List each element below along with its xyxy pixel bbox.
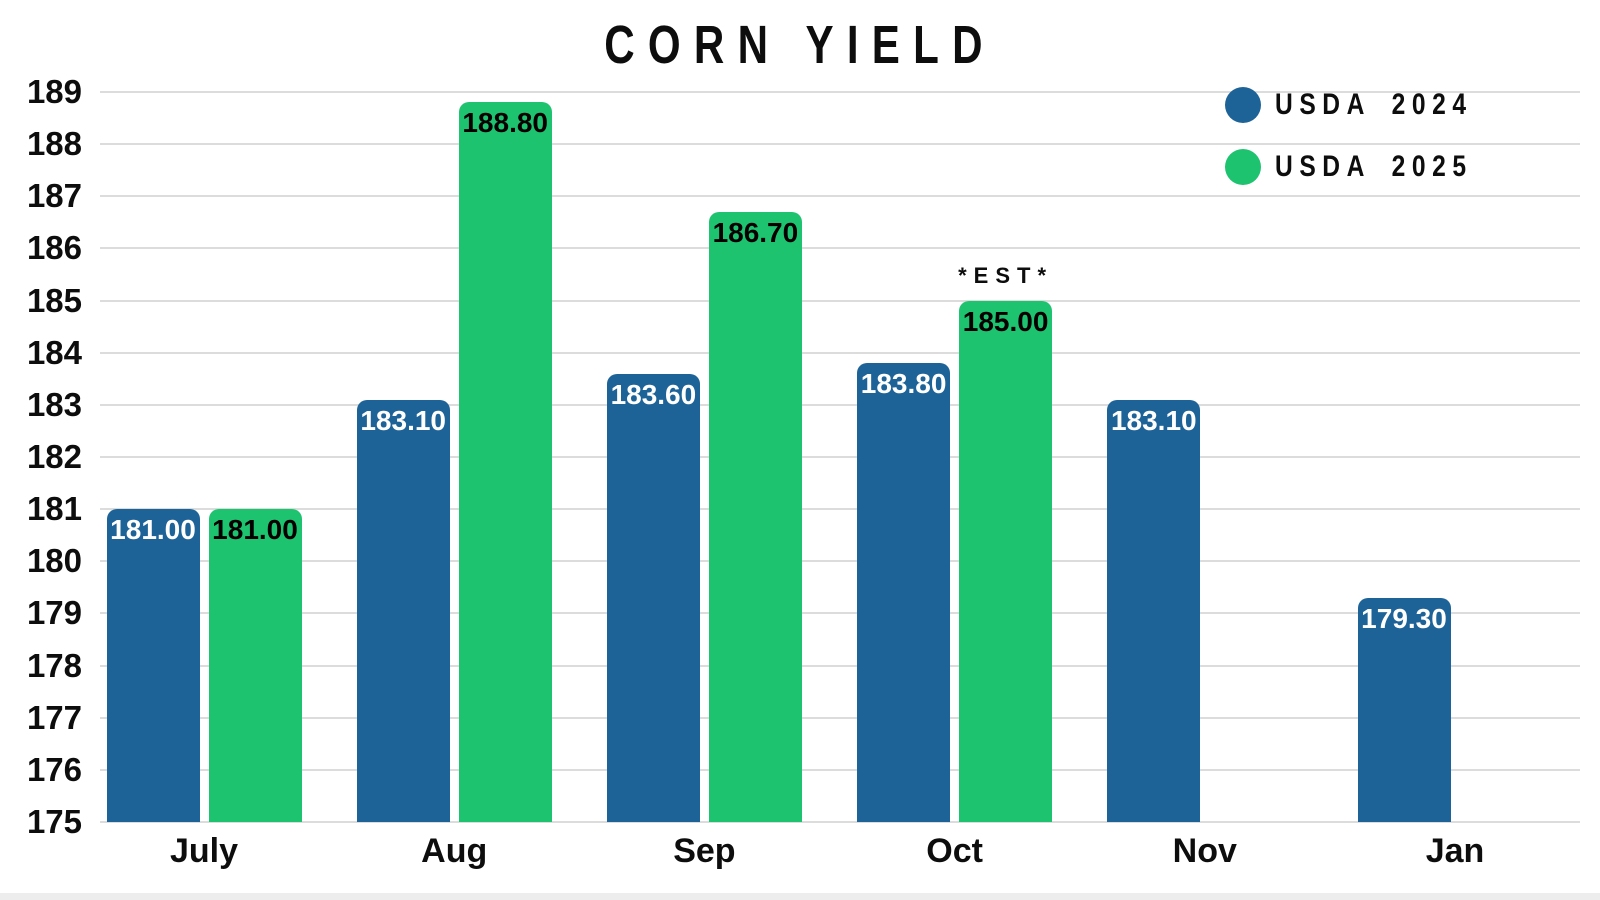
gridline-175 xyxy=(100,821,1580,823)
y-axis-tick-label: 177 xyxy=(26,698,82,736)
legend-label-usda-2025: USDA 2025 xyxy=(1275,150,1473,183)
y-axis-tick-label: 183 xyxy=(26,385,82,423)
legend-item-usda-2024: USDA 2024 xyxy=(1225,86,1516,124)
gridline-189 xyxy=(100,91,1580,93)
gridline-184 xyxy=(100,351,1580,354)
gridline-177 xyxy=(100,716,1580,719)
chart-title-text: CORN YIELD xyxy=(604,15,996,75)
gridline-179 xyxy=(100,612,1580,615)
bar-usda-2024-jan: 179.30 xyxy=(1357,597,1451,822)
bar-value-label: 183.10 xyxy=(360,404,446,436)
bottom-edge-strip xyxy=(0,893,1600,900)
gridline-181 xyxy=(100,508,1580,511)
legend-label-usda-2024: USDA 2024 xyxy=(1275,88,1473,121)
bar-usda-2024-aug: 183.10 xyxy=(356,399,450,822)
x-axis-category-label: Oct xyxy=(926,832,983,870)
y-axis-tick-label: 175 xyxy=(26,803,82,840)
bar-usda-2024-sep: 183.60 xyxy=(606,373,700,822)
bar-value-label: 183.80 xyxy=(860,368,947,400)
x-axis-category-label: July xyxy=(169,832,239,870)
gridline-183 xyxy=(100,403,1580,406)
y-axis-tick-label: 182 xyxy=(26,438,82,475)
y-axis-tick-label: 179 xyxy=(26,594,82,632)
gridline-182 xyxy=(100,456,1580,458)
bar-value-label: 179.30 xyxy=(1361,602,1447,634)
y-axis-tick-label: 176 xyxy=(26,750,82,788)
legend-circle-green-icon xyxy=(1225,149,1261,185)
est-annotation: *EST* xyxy=(958,262,1054,288)
y-axis-tick-label: 181 xyxy=(26,490,82,528)
bar-value-label: 188.80 xyxy=(462,107,548,139)
y-axis-tick-label: 178 xyxy=(26,646,82,684)
bar-usda-2025-sep: 186.70 xyxy=(708,211,802,822)
y-axis-tick-label: 185 xyxy=(26,281,82,319)
bar-value-label: 181.00 xyxy=(110,514,196,546)
bar-value-label: 183.60 xyxy=(610,378,697,410)
chart-title: CORN YIELD xyxy=(0,14,1600,76)
legend-circle-blue-icon xyxy=(1225,87,1261,123)
bar-usda-2024-july: 181.00 xyxy=(106,509,200,822)
bar-value-label: 185.00 xyxy=(962,305,1049,337)
x-axis-category-label: Sep xyxy=(673,832,736,870)
x-axis-category-label: Aug xyxy=(421,832,488,870)
gridline-176 xyxy=(100,768,1580,771)
y-axis-tick-label: 189 xyxy=(26,73,82,110)
gridline-185 xyxy=(100,299,1580,302)
x-axis-category-label: Jan xyxy=(1425,832,1485,870)
legend: USDA 2024 USDA 2025 xyxy=(1225,86,1516,210)
gridline-187 xyxy=(100,195,1580,198)
y-axis-tick-label: 180 xyxy=(26,542,82,580)
gridline-178 xyxy=(100,664,1580,667)
bar-usda-2025-aug: 188.80 xyxy=(458,102,552,822)
bar-usda-2025-oct: 185.00 xyxy=(959,300,1053,822)
bar-value-label: 186.70 xyxy=(712,216,799,248)
bar-value-label: 183.10 xyxy=(1110,404,1197,436)
bar-usda-2024-oct: 183.80 xyxy=(857,363,951,822)
y-axis-tick-label: 184 xyxy=(26,333,82,371)
bar-value-label: 181.00 xyxy=(212,514,298,546)
y-axis-tick-label: 187 xyxy=(26,177,82,215)
x-axis-category-label: Nov xyxy=(1172,832,1237,870)
legend-item-usda-2025: USDA 2025 xyxy=(1225,148,1516,186)
y-axis-tick-label: 186 xyxy=(26,229,82,267)
gridline-180 xyxy=(100,560,1580,563)
gridline-186 xyxy=(100,247,1580,250)
bar-usda-2025-july: 181.00 xyxy=(208,509,302,822)
gridline-188 xyxy=(100,143,1580,146)
y-axis-tick-label: 188 xyxy=(26,125,82,163)
bar-usda-2024-nov: 183.10 xyxy=(1107,399,1201,822)
